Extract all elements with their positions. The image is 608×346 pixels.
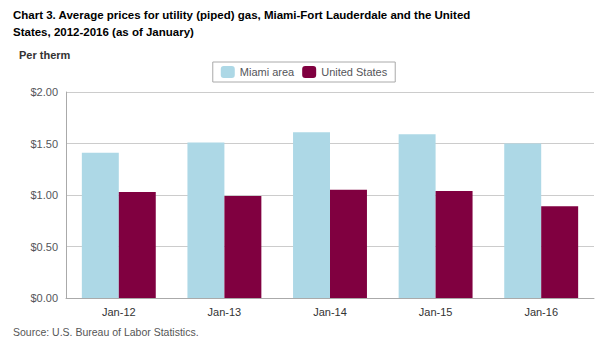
svg-text:Jan-12: Jan-12	[102, 306, 136, 318]
svg-text:States, 2012-2016 (as of Janua: States, 2012-2016 (as of January)	[13, 26, 194, 38]
svg-text:Per therm: Per therm	[19, 49, 71, 61]
svg-text:Jan-15: Jan-15	[419, 306, 453, 318]
svg-text:Jan-14: Jan-14	[313, 306, 347, 318]
svg-text:Jan-13: Jan-13	[208, 306, 242, 318]
svg-text:$1.00: $1.00	[30, 189, 58, 201]
svg-text:$2.00: $2.00	[30, 86, 58, 98]
svg-text:$0.50: $0.50	[30, 241, 58, 253]
svg-text:Chart 3. Average prices for ut: Chart 3. Average prices for utility (pip…	[13, 9, 470, 21]
svg-text:$1.50: $1.50	[30, 138, 58, 150]
svg-text:$0.00: $0.00	[30, 292, 58, 304]
svg-text:Jan-16: Jan-16	[524, 306, 558, 318]
svg-text:United States: United States	[321, 66, 388, 78]
svg-text:Miami area: Miami area	[240, 66, 295, 78]
svg-text:Source: U.S. Bureau of Labor S: Source: U.S. Bureau of Labor Statistics.	[13, 326, 199, 338]
